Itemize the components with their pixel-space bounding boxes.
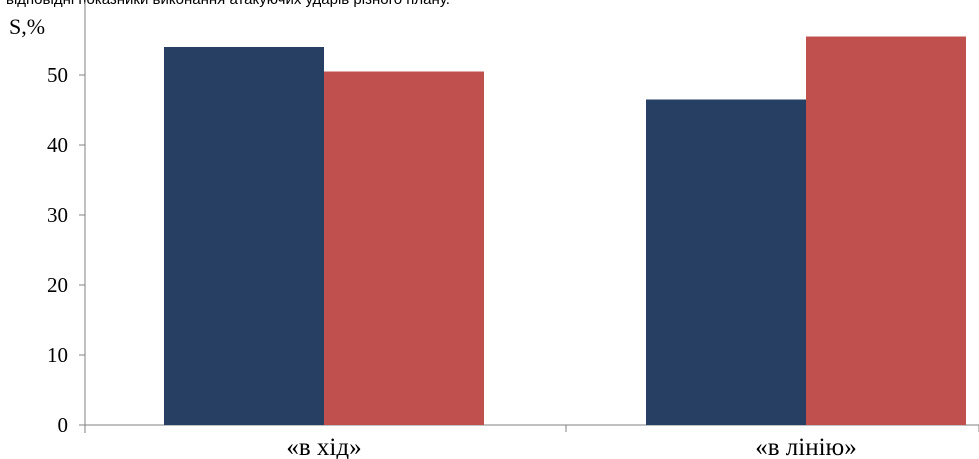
y-tick-label: 20 — [47, 273, 68, 297]
chart-bars — [164, 36, 966, 425]
x-category-label: «в лінію» — [755, 434, 856, 459]
chart-labels: 0 10 20 30 40 50S,% «в хід» «в лінію» — [9, 14, 857, 459]
x-category-label: «в хід» — [286, 434, 361, 459]
y-tick-label: 50 — [47, 63, 68, 87]
bar — [646, 99, 806, 425]
bar — [324, 71, 484, 425]
y-tick-label: 30 — [47, 203, 68, 227]
y-tick-label: 0 — [58, 413, 69, 437]
chart-caption: відповідні показники виконання атакуючих… — [6, 0, 450, 8]
y-tick-label: 40 — [47, 133, 68, 157]
y-axis-label: S,% — [9, 14, 45, 39]
bar — [164, 47, 324, 425]
y-tick-label: 10 — [47, 343, 68, 367]
bar — [806, 36, 966, 425]
